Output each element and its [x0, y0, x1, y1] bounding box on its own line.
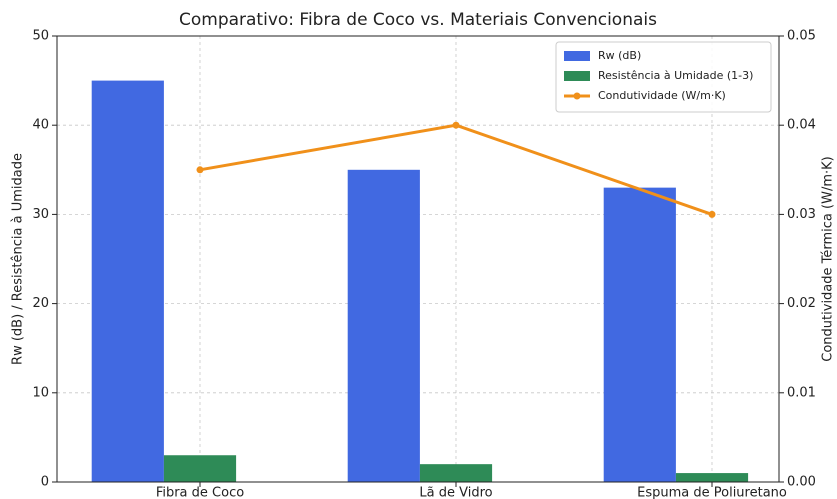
y2-tick-label: 0.01: [787, 385, 816, 400]
y2-tick-label: 0.05: [787, 29, 816, 44]
bar: [163, 455, 237, 482]
legend-swatch: [564, 71, 590, 81]
bar: [603, 187, 676, 482]
legend-box: [555, 41, 772, 113]
y2-tick-label: 0.03: [787, 207, 816, 222]
line-marker: [452, 121, 460, 129]
chart-title: Comparativo: Fibra de Coco vs. Materiais…: [179, 10, 657, 30]
bar: [347, 169, 420, 483]
y-tick-label: 10: [32, 385, 49, 400]
legend-label: Condutividade (W/m·K): [598, 89, 726, 102]
bar: [675, 473, 749, 482]
y-tick-label: 40: [32, 118, 49, 133]
plot-frame: [56, 35, 780, 483]
x-tick-label: Fibra de Coco: [156, 486, 244, 499]
legend-swatch: [573, 92, 581, 100]
legend-swatch: [564, 51, 590, 61]
bar: [419, 464, 493, 482]
x-tick-label: Espuma de Poliuretano: [637, 486, 787, 499]
y-tick-label: 20: [32, 296, 49, 311]
line-marker: [708, 210, 716, 218]
line-marker: [196, 166, 204, 174]
y-tick-label: 0: [41, 475, 49, 490]
legend-label: Rw (dB): [598, 49, 641, 62]
legend-label: Resistência à Umidade (1-3): [598, 69, 753, 82]
bar: [91, 80, 164, 482]
y2-tick-label: 0.00: [787, 475, 816, 490]
y2-axis-label: Condutividade Térmica (W/m·K): [821, 156, 836, 361]
y2-tick-label: 0.02: [787, 296, 816, 311]
y-tick-label: 30: [32, 207, 49, 222]
legend: Rw (dB) Resistência à Umidade (1-3) Condut…: [555, 41, 772, 113]
y2-tick-label: 0.04: [787, 118, 816, 133]
x-tick-label: Lã de Vidro: [419, 486, 492, 499]
y-axis-label: Rw (dB) / Resistência à Umidade: [11, 153, 26, 365]
y-tick-label: 50: [32, 29, 49, 44]
